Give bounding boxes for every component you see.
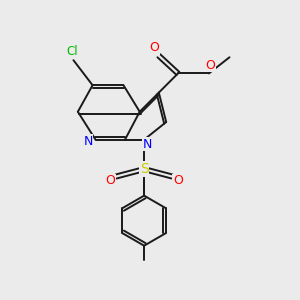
Text: Cl: Cl xyxy=(66,45,78,58)
Text: O: O xyxy=(206,59,215,72)
Text: O: O xyxy=(149,41,159,54)
Text: N: N xyxy=(142,138,152,151)
Text: N: N xyxy=(83,135,93,148)
Text: S: S xyxy=(140,162,148,176)
Text: O: O xyxy=(105,174,115,188)
Text: O: O xyxy=(173,174,183,188)
